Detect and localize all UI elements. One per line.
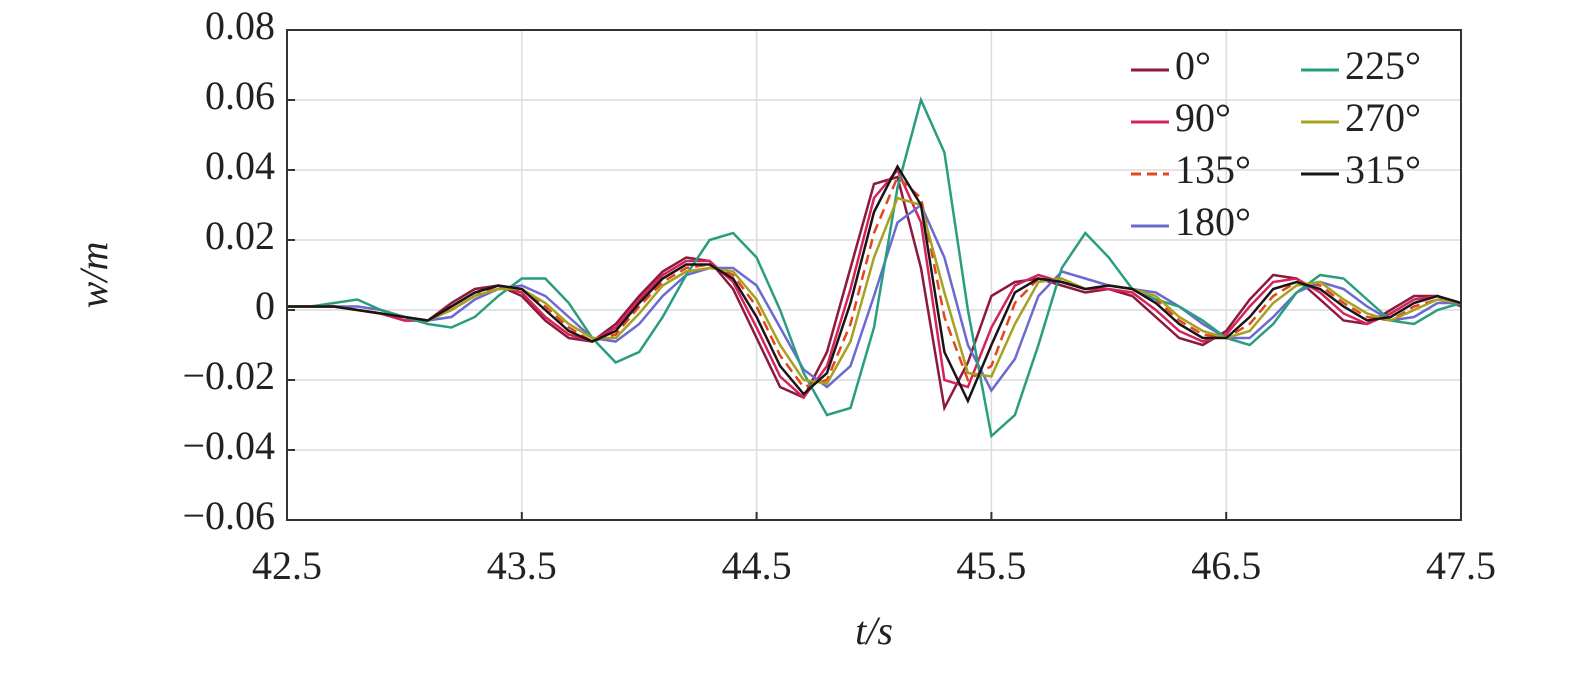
legend-label: 315° (1345, 147, 1421, 192)
series-line (287, 167, 1462, 400)
x-tick-label: 44.5 (722, 543, 792, 588)
series-line (287, 175, 1462, 412)
series-line (287, 163, 1462, 405)
y-tick-label: −0.06 (182, 493, 275, 538)
plot-frame (286, 29, 1462, 521)
y-tick-label: 0.06 (205, 73, 275, 118)
series-line (287, 196, 1462, 385)
x-tick-label: 47.5 (1426, 543, 1496, 588)
y-tick-label: −0.04 (182, 423, 275, 468)
x-tick-label: 46.5 (1191, 543, 1261, 588)
y-tick-label: 0.04 (205, 143, 275, 188)
x-tick-label: 42.5 (252, 543, 322, 588)
x-tick-label: 43.5 (487, 543, 557, 588)
y-tick-label: 0 (255, 283, 275, 328)
legend-label: 270° (1345, 95, 1421, 140)
y-tick-label: 0.08 (205, 3, 275, 48)
legend-label: 90° (1175, 95, 1231, 140)
series-line (287, 96, 1462, 439)
legend-label: 225° (1345, 43, 1421, 88)
series-line (287, 203, 1461, 393)
legend-label: 0° (1175, 43, 1211, 88)
y-tick-label: 0.02 (205, 213, 275, 258)
x-axis-label: t/s (855, 608, 893, 653)
y-tick-label: −0.02 (182, 353, 275, 398)
y-axis-label: w/m (71, 242, 116, 309)
legend-label: 135° (1175, 147, 1251, 192)
x-tick-label: 45.5 (956, 543, 1026, 588)
series-line (287, 174, 1462, 389)
legend-label: 180° (1175, 199, 1251, 244)
